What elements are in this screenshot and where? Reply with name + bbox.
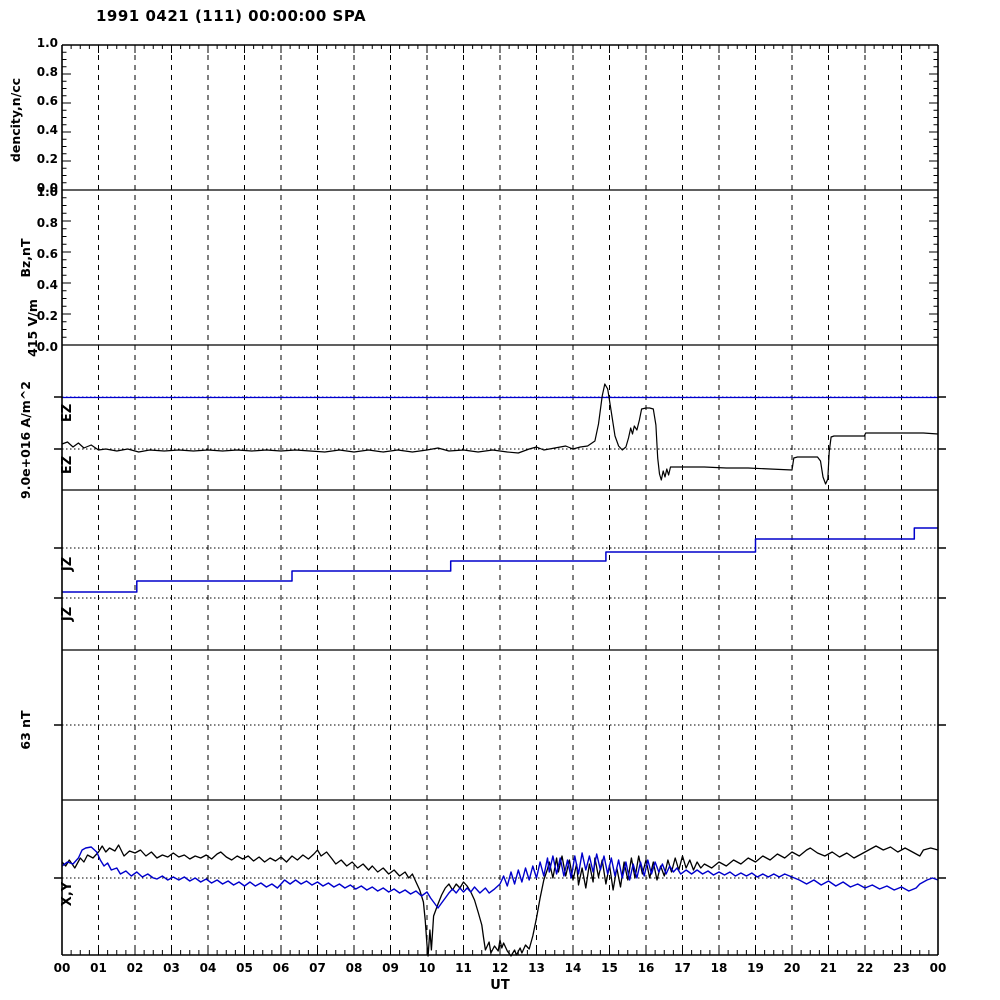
y-axis-label-jz: 9.0e+016 A/m^2 (18, 381, 33, 499)
y-tick-label-density-4: 0.8 (37, 65, 58, 79)
trace-label-xy-5: X,Y (60, 881, 75, 906)
x-tick-label-9: 09 (382, 961, 399, 975)
x-tick-label-14: 14 (565, 961, 582, 975)
x-tick-label-0: 00 (54, 961, 71, 975)
x-axis-title: UT (490, 978, 510, 993)
x-tick-label-19: 19 (747, 961, 764, 975)
trace-label-jz-3: JZ (60, 607, 75, 622)
x-tick-label-10: 10 (419, 961, 436, 975)
y-tick-label-density-1: 0.2 (37, 152, 58, 166)
x-tick-label-5: 05 (236, 961, 253, 975)
y-tick-label-bz-0: 0.0 (37, 340, 58, 354)
x-tick-label-4: 04 (200, 961, 217, 975)
trace-label-ez-2: EZ (60, 404, 75, 422)
x-tick-label-24: 00 (930, 961, 947, 975)
x-tick-label-2: 02 (127, 961, 144, 975)
trace-x-black (61, 844, 939, 957)
x-tick-label-11: 11 (455, 961, 472, 975)
y-tick-label-bz-2: 0.4 (37, 278, 58, 292)
trace-label-ez-2: EZ (60, 456, 75, 474)
y-axis-label-density: dencity,n/cc (8, 78, 23, 162)
trace-y-blue (61, 846, 939, 909)
y-tick-label-density-3: 0.6 (37, 94, 58, 108)
x-tick-label-7: 07 (309, 961, 326, 975)
x-tick-label-3: 03 (163, 961, 180, 975)
y-axis-label-bz: Bz,nT (18, 238, 33, 277)
x-tick-label-22: 22 (857, 961, 874, 975)
x-tick-label-15: 15 (601, 961, 618, 975)
y-tick-label-bz-3: 0.6 (37, 247, 58, 261)
x-tick-label-17: 17 (674, 961, 691, 975)
x-tick-label-13: 13 (528, 961, 545, 975)
x-tick-label-20: 20 (784, 961, 801, 975)
x-tick-label-21: 21 (820, 961, 837, 975)
y-tick-label-density-5: 1.0 (37, 36, 58, 50)
y-tick-label-bz-4: 0.8 (37, 216, 58, 230)
x-tick-label-8: 08 (346, 961, 363, 975)
y-tick-label-density-2: 0.4 (37, 123, 58, 137)
x-tick-label-18: 18 (711, 961, 728, 975)
x-tick-label-1: 01 (90, 961, 107, 975)
y-axis-label-mag-upper: 63 nT (18, 710, 33, 750)
x-tick-label-16: 16 (638, 961, 655, 975)
trace-jz-blue-steps (62, 527, 938, 593)
x-tick-label-6: 06 (273, 961, 290, 975)
trace-ez-black (61, 383, 939, 485)
y-tick-label-bz-1: 0.2 (37, 309, 58, 323)
chart-title: 1991 0421 (111) 00:00:00 SPA (96, 7, 367, 25)
y-tick-label-density-0: 0.0 (37, 181, 58, 195)
trace-label-jz-3: JZ (60, 557, 75, 572)
x-tick-label-12: 12 (492, 961, 509, 975)
y-axis-label-ez: 415 V/m (25, 299, 40, 357)
y-tick-label-bz-5: 1.0 (37, 185, 58, 199)
x-tick-label-23: 23 (893, 961, 910, 975)
